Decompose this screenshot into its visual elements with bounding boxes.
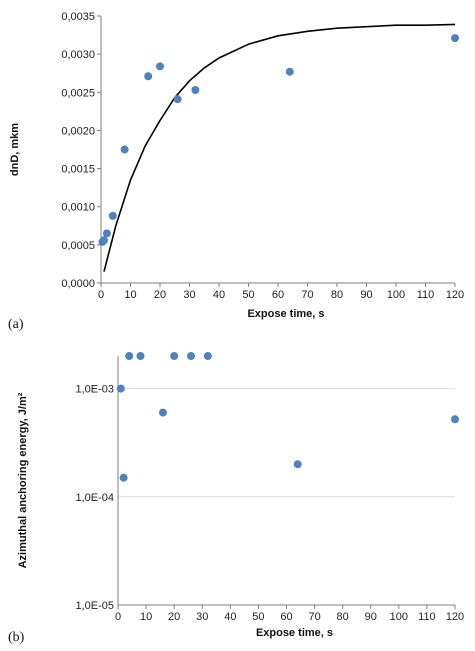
- chart-b-x-tick-label: 80: [337, 611, 349, 623]
- chart-b-data-point: [136, 352, 145, 360]
- chart-a-x-tick-label: 0: [98, 289, 104, 301]
- chart-a-x-tick-label: 60: [272, 289, 284, 301]
- chart-b-x-tick-label: 50: [252, 611, 264, 623]
- chart-a-y-axis-title: dnD, mkm: [9, 123, 21, 176]
- chart-b-data-point: [170, 352, 179, 360]
- chart-a-y-tick-label: 0,0000: [61, 278, 95, 290]
- chart-a-data-point: [144, 72, 153, 81]
- chart-b-y-axis-title: Azimuthal anchoring energy, J/m²: [17, 392, 29, 568]
- chart-a-x-tick-label: 30: [183, 289, 195, 301]
- chart-b-y-tick-label: 1,0E-03: [75, 384, 114, 396]
- chart-a-x-tick-label: 90: [360, 289, 372, 301]
- chart-b-y-tick-label: 1,0E-04: [75, 492, 114, 504]
- chart-a-data-point: [99, 236, 108, 245]
- chart-a-x-tick-label: 40: [213, 289, 225, 301]
- chart-a-x-tick-label: 120: [446, 289, 464, 301]
- chart-a-y-tick-label: 0,0035: [61, 11, 95, 23]
- chart-a-x-axis-title: Expose time, s: [247, 308, 324, 320]
- chart-a-data-point: [285, 67, 294, 76]
- chart-b-x-tick-label: 0: [115, 611, 121, 623]
- chart-b-data-point: [125, 352, 134, 360]
- chart-b-x-tick-label: 30: [196, 611, 208, 623]
- chart-a-panel-label: (a): [8, 317, 24, 332]
- chart-b-y-tick-label: 1,0E-05: [75, 600, 114, 612]
- chart-b-x-tick-label: 70: [308, 611, 320, 623]
- chart-a-y-tick-label: 0,0030: [61, 49, 95, 61]
- chart-b-x-tick-label: 90: [365, 611, 377, 623]
- chart-b-data-point: [116, 384, 125, 393]
- chart-b-x-tick-label: 40: [224, 611, 236, 623]
- chart-b-x-tick-label: 100: [390, 611, 408, 623]
- chart-b-data-point: [203, 352, 212, 360]
- chart-b-panel-label: (b): [8, 630, 25, 645]
- chart-a-data-point: [173, 95, 182, 104]
- chart-b-data-point: [187, 352, 196, 360]
- chart-a-y-tick-label: 0,0025: [61, 87, 95, 99]
- chart-b-data-point: [293, 460, 302, 469]
- chart-a-x-tick-label: 110: [417, 289, 435, 301]
- chart-a-y-tick-label: 0,0015: [61, 164, 95, 176]
- chart-a-data-point: [451, 34, 459, 43]
- chart-a-y-tick-label: 0,0020: [61, 125, 95, 137]
- chart-a-x-tick-label: 50: [242, 289, 254, 301]
- chart-a-y-tick-label: 0,0010: [61, 202, 95, 214]
- chart-a-data-point: [191, 85, 200, 94]
- chart-b-x-axis-title: Expose time, s: [256, 627, 333, 639]
- chart-b-x-tick-label: 10: [140, 611, 152, 623]
- chart-a-x-tick-label: 70: [301, 289, 313, 301]
- chart-b-x-tick-label: 60: [280, 611, 292, 623]
- chart-a-data-point: [156, 62, 164, 71]
- chart-b-x-tick-label: 110: [418, 611, 436, 623]
- chart-b-data-point: [119, 473, 128, 482]
- chart-a-x-tick-label: 20: [154, 289, 166, 301]
- chart-b-x-tick-label: 20: [168, 611, 180, 623]
- chart-b-data-point: [158, 408, 167, 417]
- chart-a-data-point: [120, 145, 129, 154]
- chart-a-fit-curve: [103, 23, 456, 272]
- chart-a-x-tick-label: 100: [387, 289, 405, 301]
- chart-a-data-point: [108, 211, 117, 220]
- chart-b-x-tick-label: 120: [446, 611, 464, 623]
- chart-a-y-tick-label: 0,0005: [61, 240, 95, 252]
- chart-a-x-tick-label: 10: [124, 289, 136, 301]
- chart-b-data-point: [451, 415, 459, 424]
- chart-a-x-tick-label: 80: [331, 289, 343, 301]
- chart-a-data-point: [102, 229, 111, 238]
